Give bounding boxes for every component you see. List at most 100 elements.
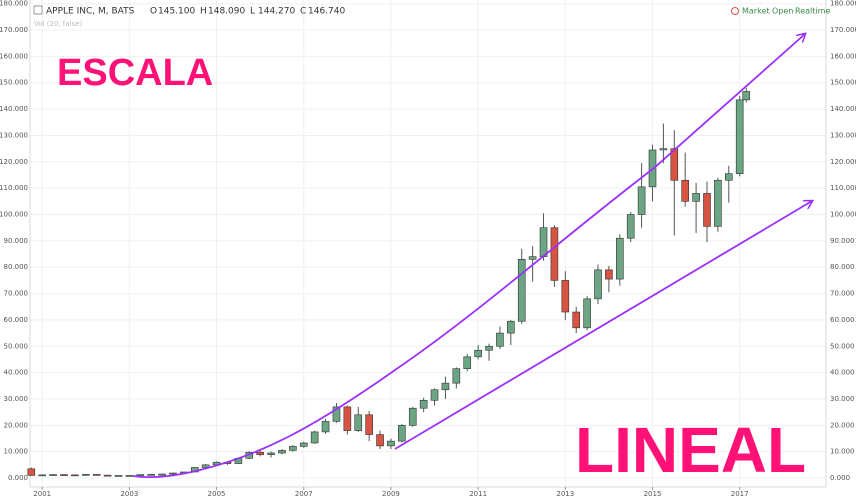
body — [517, 259, 526, 322]
body — [605, 269, 613, 280]
body — [742, 91, 751, 101]
body — [321, 421, 330, 433]
y-tick-label-right: 180.000 — [830, 0, 856, 8]
y-tick-label-right: 150.000 — [830, 79, 856, 87]
body — [474, 349, 482, 358]
ohlc-label: H — [200, 7, 207, 17]
body — [332, 406, 341, 422]
x-tick-label: 2013 — [556, 490, 574, 498]
body — [169, 472, 177, 475]
y-tick-label: 80.000 — [4, 263, 29, 271]
body — [670, 148, 679, 181]
y-tick-label-right: 30.000 — [830, 395, 855, 403]
body — [278, 450, 286, 454]
body — [496, 332, 504, 347]
body — [376, 434, 384, 447]
y-tick-label-right: 10.000 — [830, 448, 855, 456]
x-tick-label: 2011 — [469, 490, 487, 498]
y-tick-label-right: 20.000 — [830, 421, 855, 429]
y-tick-label-right: 40.000 — [830, 369, 855, 377]
ohlc-header: O 145.100 H 148.090 L 144.270 C 146.740 — [150, 7, 345, 17]
x-tick-label: 2005 — [208, 490, 226, 498]
y-tick-label: 70.000 — [4, 290, 29, 298]
y-tick-label: 20.000 — [4, 421, 29, 429]
grid — [30, 0, 826, 487]
body — [256, 451, 264, 455]
body — [267, 452, 275, 455]
body — [38, 474, 47, 477]
ohlc-value: 148.090 — [208, 7, 245, 17]
y-tick-label-right: 130.000 — [830, 131, 856, 139]
body — [92, 474, 101, 476]
y-tick-label: 150.000 — [0, 79, 28, 87]
y-tick-label: 0.000 — [8, 474, 28, 482]
body — [310, 431, 319, 444]
body — [583, 298, 591, 329]
y-tick-label: 30.000 — [4, 395, 29, 403]
y-tick-label: 160.000 — [0, 52, 28, 60]
ohlc-value: 146.740 — [308, 7, 345, 17]
feed-status: Realtime — [795, 7, 830, 16]
body — [114, 475, 123, 477]
y-tick-label: 40.000 — [4, 369, 29, 377]
body — [430, 389, 439, 401]
body — [594, 269, 602, 300]
y-tick-label-right: 160.000 — [830, 52, 856, 60]
y-tick-label-right: 50.000 — [830, 342, 855, 350]
y-tick-label-right: 60.000 — [830, 316, 855, 324]
y-tick-label-right: 140.000 — [830, 105, 856, 113]
body — [299, 442, 308, 447]
ohlc-value: 144.270 — [258, 7, 295, 17]
body — [561, 280, 570, 313]
trend-line — [394, 201, 812, 450]
body — [398, 425, 406, 442]
body — [60, 474, 68, 476]
body — [343, 406, 352, 431]
body — [49, 474, 57, 476]
body — [441, 382, 450, 391]
body — [452, 368, 461, 384]
body — [550, 227, 559, 281]
x-tick-label: 2015 — [644, 490, 662, 498]
body — [507, 320, 515, 334]
y-tick-label-right: 100.000 — [830, 211, 856, 219]
body — [485, 345, 493, 351]
body — [681, 179, 689, 202]
y-tick-label: 130.000 — [0, 131, 28, 139]
y-tick-label: 90.000 — [4, 237, 29, 245]
body — [528, 256, 537, 260]
symbol-icon[interactable] — [33, 5, 43, 15]
body — [572, 311, 581, 329]
y-tick-label: 10.000 — [4, 448, 29, 456]
body — [616, 237, 624, 280]
symbol: APPLE INC, M, BATS — [46, 7, 135, 17]
y-tick-label-right: 170.000 — [830, 26, 856, 34]
y-tick-label: 100.000 — [0, 211, 28, 219]
annotation-scale: ESCALA — [57, 52, 213, 94]
body — [354, 414, 363, 431]
trend-curve — [132, 34, 805, 479]
ohlc-label: C — [300, 7, 306, 17]
body — [125, 475, 134, 477]
body — [71, 474, 79, 477]
body — [201, 464, 210, 468]
x-tick-label: 2001 — [33, 490, 51, 498]
y-tick-label-right: 110.000 — [830, 184, 856, 192]
y-tick-label: 110.000 — [0, 184, 28, 192]
x-tick-label: 2007 — [295, 490, 313, 498]
body — [365, 414, 373, 435]
body — [419, 399, 428, 409]
body — [147, 474, 155, 476]
body — [626, 214, 635, 239]
status-icon — [731, 7, 739, 15]
y-tick-label-right: 80.000 — [830, 263, 855, 271]
y-tick-label: 140.000 — [0, 105, 28, 113]
y-tick-label-right: 0.000 — [830, 474, 850, 482]
body — [158, 473, 166, 476]
body — [735, 99, 744, 174]
indicator: Vol (20, false) — [34, 20, 82, 28]
y-tick-label: 170.000 — [0, 26, 28, 34]
body — [387, 440, 395, 447]
body — [714, 179, 722, 227]
